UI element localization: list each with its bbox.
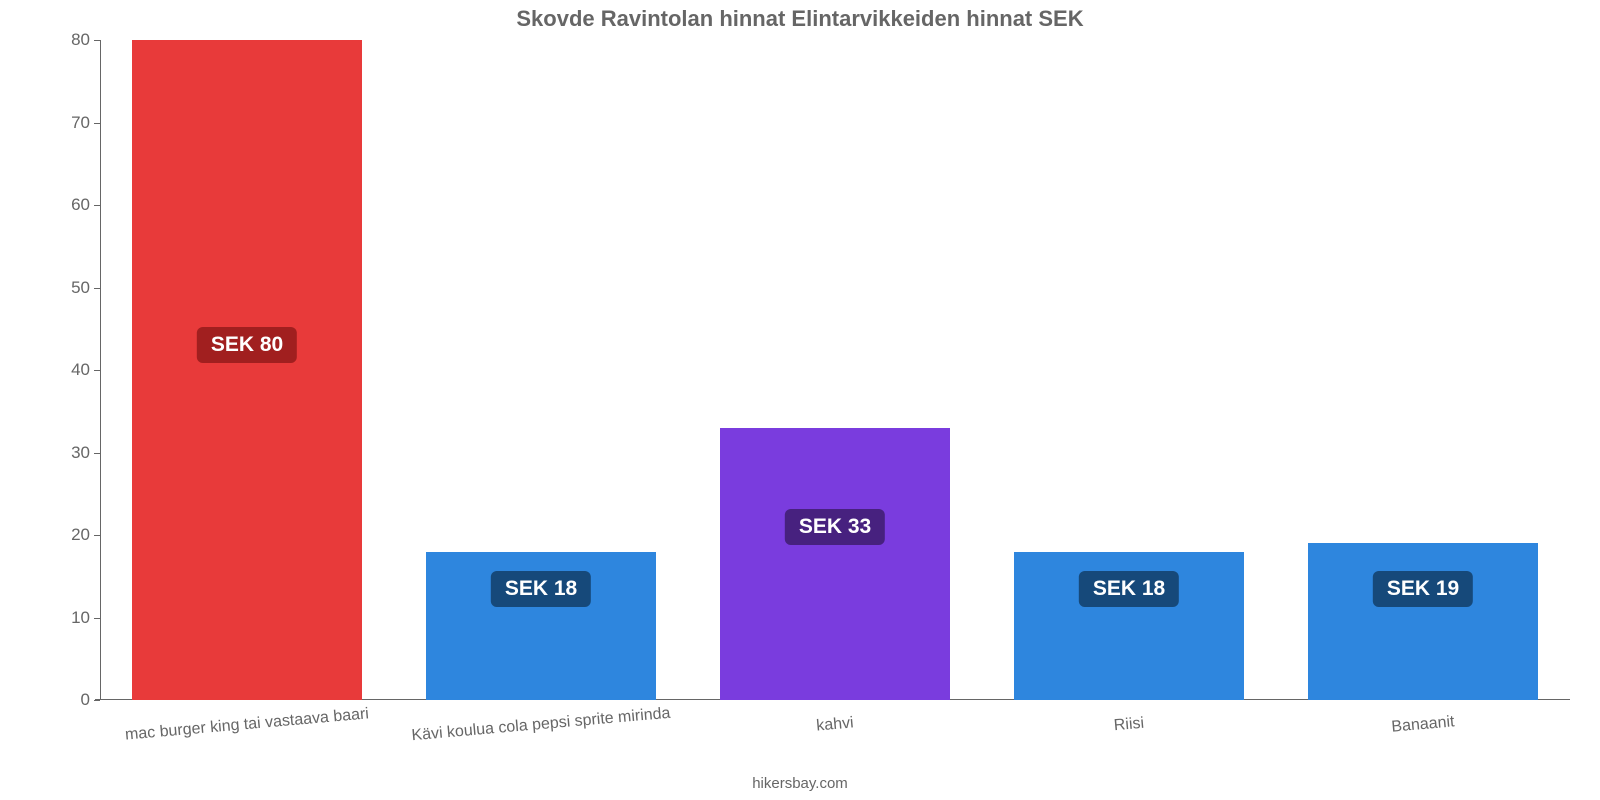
bar-value-badge: SEK 18: [1079, 571, 1179, 607]
y-tick-label: 70: [71, 113, 100, 133]
plot-area: 01020304050607080 SEK 80SEK 18SEK 33SEK …: [100, 40, 1570, 700]
y-tick-label: 50: [71, 278, 100, 298]
y-tick-label: 10: [71, 608, 100, 628]
x-axis-label: kahvi: [816, 714, 855, 735]
x-axis-label: Riisi: [1113, 715, 1145, 736]
y-tick-label: 20: [71, 525, 100, 545]
x-axis-label: Banaanit: [1391, 713, 1456, 736]
x-axis-label: mac burger king tai vastaava baari: [124, 705, 369, 744]
bar: [132, 40, 361, 700]
bar-value-badge: SEK 33: [785, 509, 885, 545]
y-tick-label: 30: [71, 443, 100, 463]
bars-container: SEK 80 SEK 18 SEK 33 SEK 18 SEK 19: [100, 40, 1570, 700]
bar-value-badge: SEK 18: [491, 571, 591, 607]
chart-title: Skovde Ravintolan hinnat Elintarvikkeide…: [0, 0, 1600, 32]
bar-value-badge: SEK 19: [1373, 571, 1473, 607]
y-tick-label: 40: [71, 360, 100, 380]
attribution-text: hikersbay.com: [0, 775, 1600, 792]
bar: [720, 428, 949, 700]
y-tick-label: 60: [71, 195, 100, 215]
y-tick-label: 0: [81, 690, 100, 710]
bar-value-badge: SEK 80: [197, 327, 297, 363]
bar: [1308, 543, 1537, 700]
x-axis-label: Kävi koulua cola pepsi sprite mirinda: [411, 705, 671, 746]
y-tick-label: 80: [71, 30, 100, 50]
x-axis-labels: mac burger king tai vastaava baari Kävi k…: [100, 702, 1570, 762]
